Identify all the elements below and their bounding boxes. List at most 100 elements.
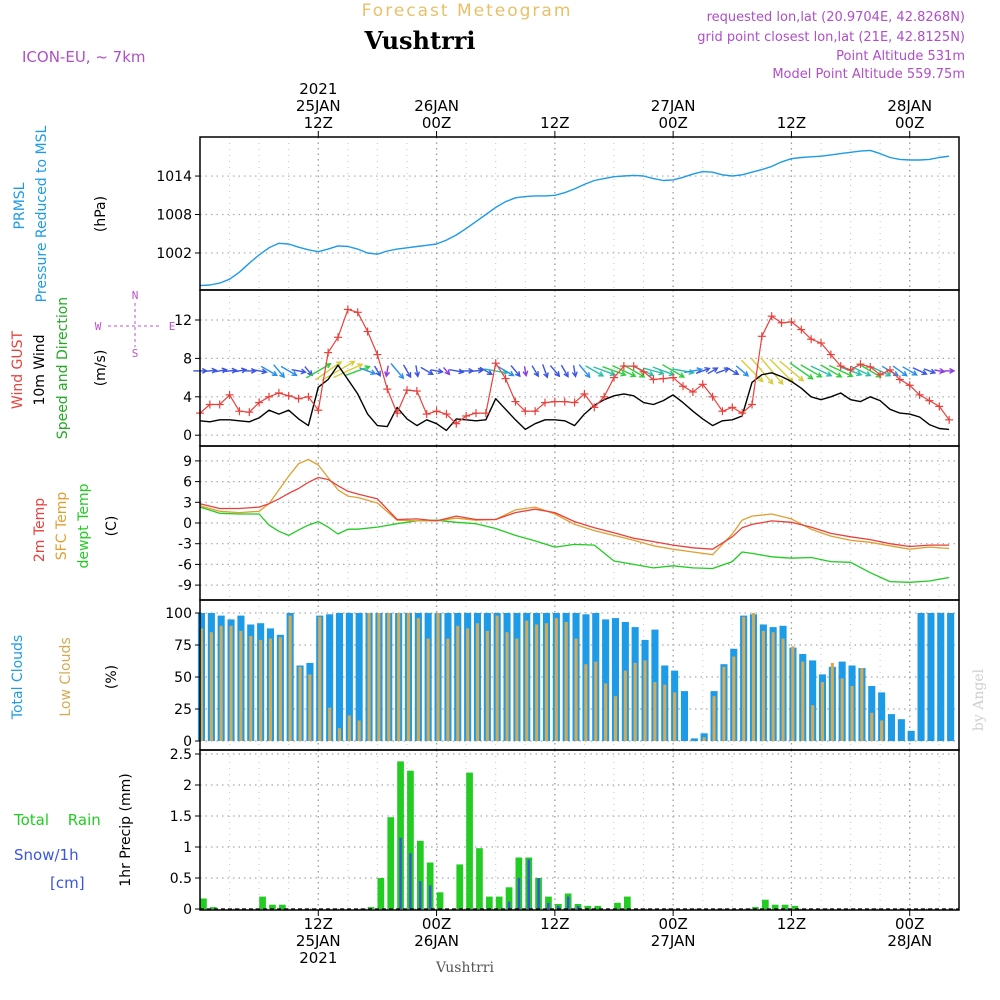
wind-arrow-head-60 <box>798 375 805 382</box>
precip-ytick-label-3: 1.5 <box>170 809 192 825</box>
wind-arrow-head-75 <box>939 368 946 374</box>
wind-arrow-head-58 <box>777 378 784 386</box>
bottom-time-label-3-0: 00Z <box>658 915 687 933</box>
wind-arrow-shaft-7 <box>260 365 278 377</box>
temperature-ytick-label-3: 0 <box>183 516 192 532</box>
wind-arrow-head-29 <box>486 369 494 376</box>
wind-arrow-head-10 <box>300 368 307 375</box>
wind-arrow-head-14 <box>349 360 356 367</box>
sfc-temp-line <box>199 458 950 556</box>
low-cloud-bar-16 <box>357 720 361 741</box>
wind-arrow-shaft-20 <box>390 363 404 379</box>
low-cloud-bar-34 <box>535 624 539 741</box>
snow-bar-36 <box>557 905 560 909</box>
temp-unit: (C) <box>104 516 120 537</box>
low-cloud-bar-39 <box>584 664 588 741</box>
total-rain-label: Total Rain <box>13 811 101 829</box>
wind-arrow-shaft-38 <box>572 365 577 377</box>
wind-arrow-shaft-64 <box>820 364 842 378</box>
clouds-ytick-label-1: 25 <box>174 702 192 718</box>
total-clouds-label: Total Clouds <box>10 635 26 720</box>
top-time-label-0-2: 12Z <box>304 114 333 132</box>
wind-arrow-shaft-23 <box>420 366 434 375</box>
wind-arrow-shaft-53 <box>715 367 729 374</box>
model-altitude: Model Point Altitude 559.75m <box>772 67 965 82</box>
precip-ytick-label-1: 0.5 <box>170 871 192 887</box>
low-cloud-bar-63 <box>820 682 824 741</box>
total-cloud-bar-42 <box>611 618 619 741</box>
low-cloud-bar-21 <box>406 613 410 741</box>
low-cloud-bar-45 <box>643 660 647 741</box>
wind-arrow-head-23 <box>427 369 434 376</box>
wind-arrow-shaft-12 <box>305 363 331 379</box>
total-cloud-bar-75 <box>937 613 945 741</box>
total-cloud-bar-41 <box>602 619 610 741</box>
pressure-ytick-label-2: 1014 <box>156 169 192 185</box>
bottom-time-label-0-0: 12Z <box>304 915 333 933</box>
wind-arrow-head-76 <box>949 367 956 374</box>
compass-n: N <box>132 289 139 302</box>
wind-arrow-head-17 <box>370 369 377 376</box>
low-cloud-bar-47 <box>663 684 667 741</box>
rain-bar-60 <box>791 905 799 909</box>
wind-arrow-shaft-6 <box>251 368 267 373</box>
wind-arrow-shaft-9 <box>280 365 297 377</box>
rain-bar-56 <box>752 907 759 909</box>
top-time-label-3-0: 27JAN <box>651 97 696 115</box>
wind-arrow-shaft-61 <box>789 362 814 380</box>
wind-arrow-shaft-40 <box>585 365 604 377</box>
low-cloud-bar-42 <box>613 696 617 741</box>
wind-arrow-shaft-30 <box>484 368 508 374</box>
low-cloud-bar-41 <box>604 683 608 741</box>
wind-arrow-head-66 <box>856 370 863 377</box>
top-time-label-2-0: 12Z <box>540 114 569 132</box>
snow-bar-21 <box>409 853 412 909</box>
rain-bar-24 <box>436 892 444 909</box>
snow-bar-35 <box>547 902 550 909</box>
compass-s: S <box>132 347 139 360</box>
wind-unit: (m/s) <box>93 350 109 387</box>
wind-arrow-shaft-46 <box>643 367 664 375</box>
wind-arrow-shaft-57 <box>750 357 774 385</box>
wind-arrow-shaft-19 <box>385 365 389 377</box>
rain-bar-58 <box>771 904 779 909</box>
low-cloud-bar-2 <box>219 625 223 741</box>
wind-arrow-shaft-29 <box>479 366 493 375</box>
wind-arrow-head-69 <box>885 371 892 377</box>
wind-arrow-shaft-43 <box>612 364 636 377</box>
wind-arrow-shaft-4 <box>232 369 247 373</box>
total-cloud-bar-70 <box>887 714 895 741</box>
requested-coords: requested lon,lat (20.9704E, 42.8268N) <box>707 10 965 25</box>
bottom-time-label-2-0: 12Z <box>540 915 569 933</box>
low-cloud-bar-36 <box>554 618 558 741</box>
dewpt-label: dewpt Temp <box>76 483 92 568</box>
rain-bar-28 <box>476 848 483 909</box>
point-altitude: Point Altitude 531m <box>836 49 965 64</box>
low-cloud-bar-54 <box>732 656 736 741</box>
low-cloud-bar-55 <box>742 616 746 741</box>
low-cloud-bar-29 <box>485 630 489 741</box>
low-cloud-bar-31 <box>505 632 509 741</box>
precip-ytick-label-4: 2 <box>183 778 192 794</box>
low-cloud-bar-22 <box>416 618 420 741</box>
low-cloud-bar-24 <box>436 613 440 741</box>
low-cloud-bar-18 <box>377 613 381 741</box>
rain-bar-42 <box>614 902 621 909</box>
cloud-ylabels: Total Clouds Low Clouds (%) <box>10 635 120 720</box>
temperature-ytick-label-5: 6 <box>183 475 192 491</box>
pressure-unit: (hPa) <box>93 196 109 232</box>
rain-bar-26 <box>456 864 464 909</box>
wind-arrow-head-72 <box>911 370 918 376</box>
wind-ylabels: Wind GUST 10m Wind Speed and Direction (… <box>10 297 109 439</box>
temp2m-label: 2m Temp <box>32 498 48 562</box>
wind-arrow-head-55 <box>742 370 750 377</box>
wind-arrow-head-44 <box>639 372 646 378</box>
low-cloud-bar-23 <box>426 638 430 741</box>
snow-bar-31 <box>507 901 511 909</box>
wind-arrow-head-39 <box>584 372 591 379</box>
total-cloud-bar-71 <box>897 719 905 741</box>
low-cloud-bar-9 <box>288 615 292 741</box>
low-cloud-bar-58 <box>771 632 775 741</box>
rain-bar-43 <box>624 896 631 909</box>
total-cloud-bar-16 <box>355 613 363 741</box>
